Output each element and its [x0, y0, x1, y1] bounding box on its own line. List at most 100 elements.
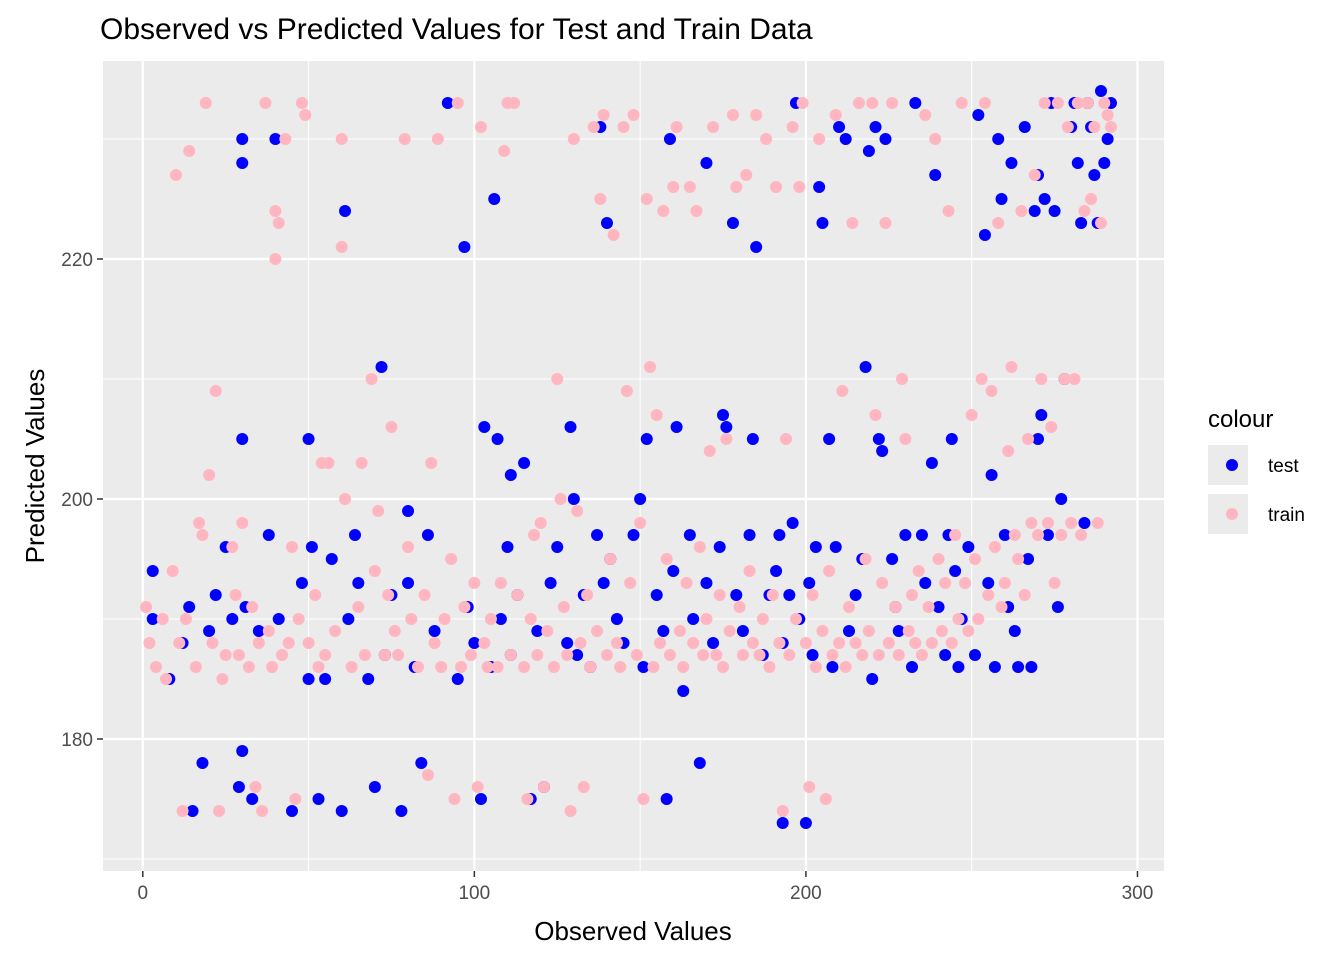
point-test: [843, 625, 856, 637]
point-train: [246, 601, 259, 613]
point-train: [733, 601, 746, 613]
point-train: [322, 457, 335, 469]
point-train: [276, 649, 289, 661]
point-train: [478, 637, 491, 649]
point-test: [786, 517, 799, 529]
point-test: [226, 613, 239, 625]
point-train: [1035, 373, 1048, 385]
point-train: [813, 133, 826, 145]
point-train: [1088, 121, 1101, 133]
point-train: [451, 97, 464, 109]
point-test: [339, 205, 352, 217]
point-test: [736, 625, 749, 637]
point-train: [690, 205, 703, 217]
legend-label-train: train: [1268, 505, 1305, 526]
point-test: [571, 649, 584, 661]
point-train: [352, 601, 365, 613]
point-train: [574, 637, 587, 649]
point-test: [634, 493, 647, 505]
point-test: [348, 529, 361, 541]
point-train: [1071, 97, 1084, 109]
point-train: [1068, 373, 1081, 385]
point-test: [683, 529, 696, 541]
point-train: [697, 649, 710, 661]
point-train: [988, 541, 1001, 553]
point-test: [146, 613, 159, 625]
point-train: [693, 541, 706, 553]
point-train: [713, 589, 726, 601]
point-train: [707, 121, 720, 133]
point-test: [677, 685, 690, 697]
point-test: [982, 577, 995, 589]
point-test: [421, 529, 434, 541]
point-train: [806, 589, 819, 601]
point-train: [232, 649, 245, 661]
point-train: [428, 637, 441, 649]
point-train: [1028, 169, 1041, 181]
point-train: [421, 769, 434, 781]
point-train: [378, 649, 391, 661]
point-train: [876, 577, 889, 589]
point-test: [458, 241, 471, 253]
point-train: [614, 661, 627, 673]
point-test: [826, 661, 839, 673]
point-test: [236, 433, 249, 445]
point-test: [368, 781, 381, 793]
point-train: [528, 529, 541, 541]
point-test: [1008, 625, 1021, 637]
point-test: [395, 805, 408, 817]
point-train: [680, 577, 693, 589]
point-train: [1002, 445, 1015, 457]
point-test: [730, 589, 743, 601]
point-train: [862, 625, 875, 637]
legend: colour test train: [1208, 406, 1305, 534]
point-test: [650, 589, 663, 601]
point-train: [1038, 97, 1051, 109]
y-tick-label: 180: [61, 730, 93, 751]
point-train: [289, 793, 302, 805]
point-train: [756, 613, 769, 625]
point-test: [236, 745, 249, 757]
point-train: [663, 649, 676, 661]
point-test: [627, 529, 640, 541]
point-train: [388, 625, 401, 637]
y-axis-ticks: 180 200 220: [61, 250, 103, 751]
point-train: [654, 637, 667, 649]
point-train: [650, 409, 663, 421]
point-test: [866, 673, 879, 685]
point-train: [783, 649, 796, 661]
point-train: [173, 637, 186, 649]
point-train: [365, 373, 378, 385]
point-test: [451, 673, 464, 685]
point-train: [1022, 433, 1035, 445]
point-train: [647, 661, 660, 673]
point-train: [859, 553, 872, 565]
point-test: [978, 229, 991, 241]
point-train: [150, 661, 163, 673]
point-train: [604, 553, 617, 565]
point-test: [823, 433, 836, 445]
point-train: [1104, 121, 1117, 133]
point-train: [339, 493, 352, 505]
point-test: [809, 541, 822, 553]
point-train: [216, 673, 229, 685]
point-train: [1098, 97, 1111, 109]
point-test: [799, 817, 812, 829]
point-test: [302, 433, 315, 445]
point-train: [869, 409, 882, 421]
point-test: [915, 529, 928, 541]
point-train: [789, 613, 802, 625]
point-train: [852, 97, 865, 109]
point-train: [249, 781, 262, 793]
point-train: [279, 133, 292, 145]
point-test: [295, 577, 308, 589]
point-train: [1048, 577, 1061, 589]
point-train: [975, 373, 988, 385]
point-train: [385, 421, 398, 433]
point-test: [813, 181, 826, 193]
point-test: [402, 577, 415, 589]
point-train: [309, 589, 322, 601]
point-test: [474, 793, 487, 805]
point-train: [567, 133, 580, 145]
